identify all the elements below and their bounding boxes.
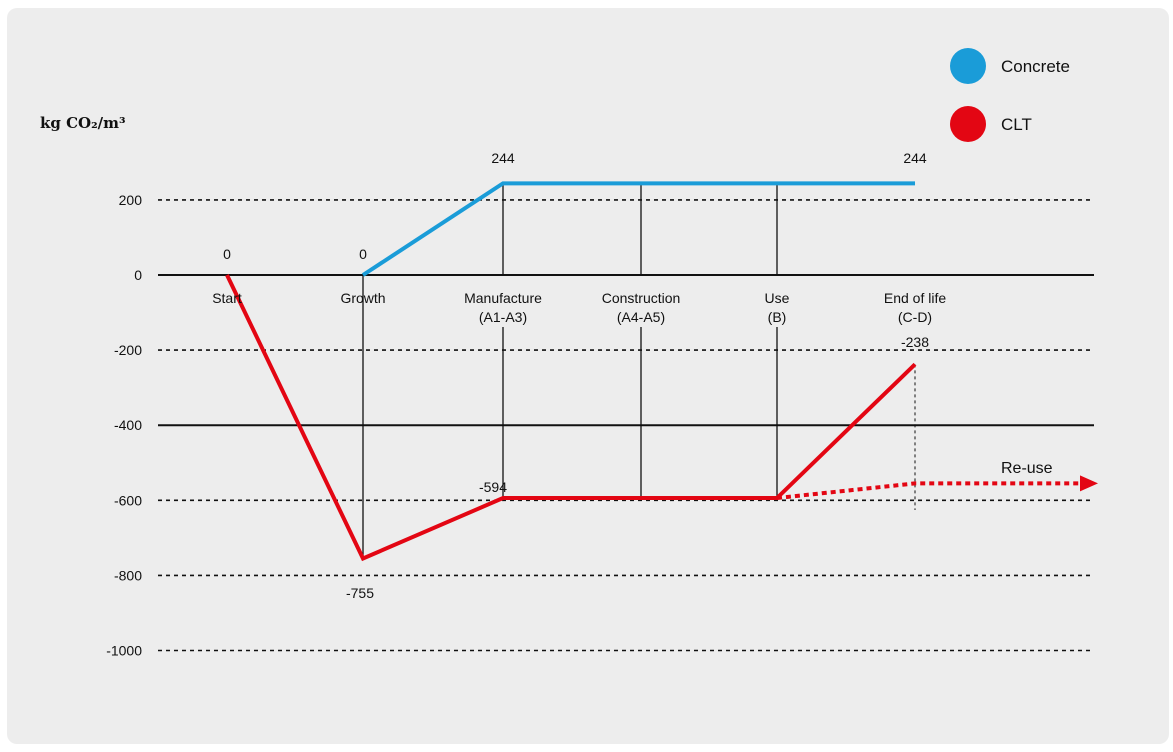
y-tick-label: -1000 [106,643,142,659]
data-label-clt: -755 [346,585,374,601]
data-label-concrete: 244 [491,150,515,166]
legend-swatch-clt [950,106,986,142]
stage-label-sub: (A4-A5) [617,309,665,325]
legend-swatch-concrete [950,48,986,84]
stage-label: Use [765,290,790,306]
y-tick-label: -200 [114,342,142,358]
text-layer: 200 0 -200 -400 -600 -800 -1000 Start Growth Manu… [106,150,946,659]
stage-label: Manufacture [464,290,542,306]
series-line-concrete [361,181,915,277]
stage-label: Start [212,290,242,306]
series-layer [225,181,1098,562]
stage-label: Construction [602,290,681,306]
y-tick-label: -800 [114,567,142,583]
data-label-clt: -238 [901,334,929,350]
y-tick-label: -600 [114,492,142,508]
data-label-concrete: 244 [903,150,927,166]
data-label-clt: -594 [479,479,507,495]
reuse-annotation: Re-use [1001,460,1053,477]
stage-lines [362,183,916,559]
data-label-concrete: 0 [359,246,367,262]
y-tick-label: -400 [114,417,142,433]
reuse-arrow-line [776,481,1080,501]
y-tick-label: 0 [134,267,142,283]
stage-label-sub: (C-D) [898,309,932,325]
reuse-arrow-head [1080,475,1098,492]
grid-layer [158,199,1094,652]
stage-label-sub: (A1-A3) [479,309,527,325]
data-label-clt: 0 [223,246,231,262]
y-tick-label: 200 [119,192,143,208]
stage-label: Growth [340,290,385,306]
legend-label-clt: CLT [1001,115,1032,134]
legend-label-concrete: Concrete [1001,57,1070,76]
stage-label: End of life [884,290,946,306]
series-line-clt [225,274,917,562]
y-axis-label: kg CO₂/m³ [40,114,126,132]
legend: Concrete CLT [950,48,1070,142]
stage-label-sub: (B) [768,309,787,325]
